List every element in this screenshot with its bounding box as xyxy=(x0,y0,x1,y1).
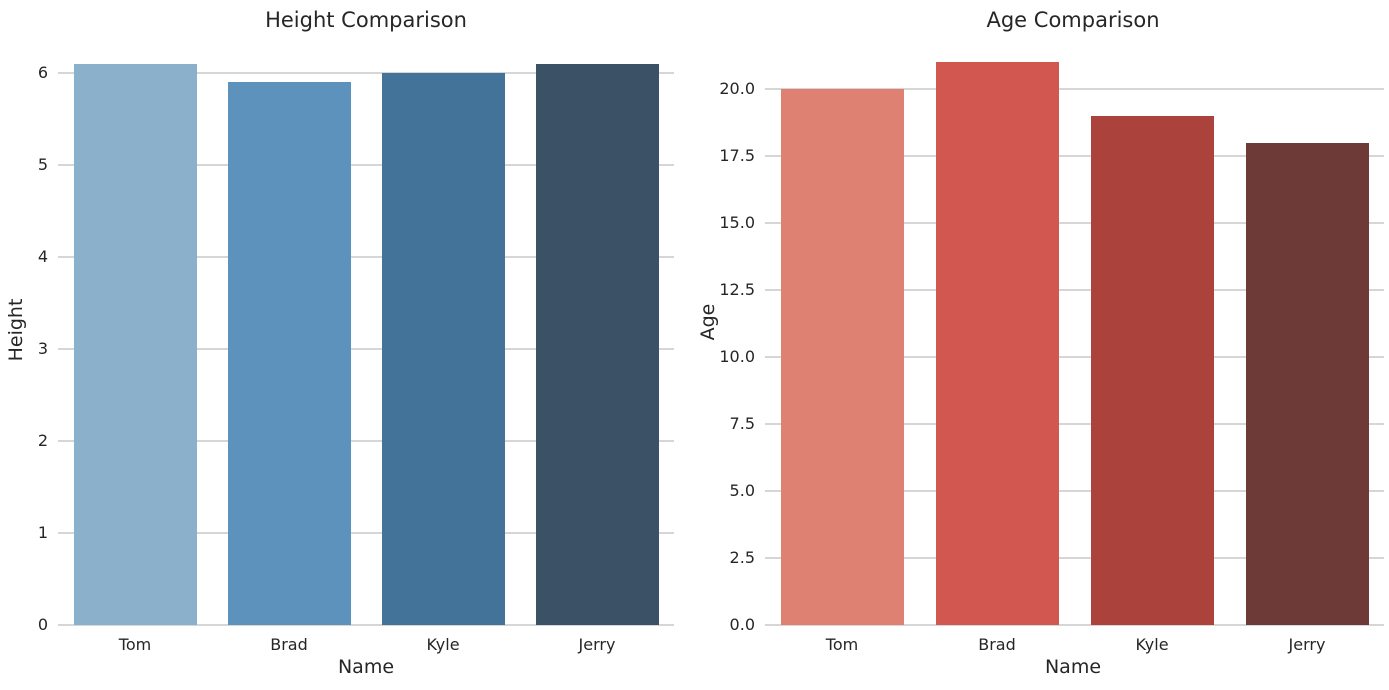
height-ytick-label: 5 xyxy=(37,155,48,175)
height-gridline xyxy=(58,72,674,75)
age-gridline xyxy=(765,624,1384,626)
height-bar-jerry xyxy=(535,64,659,625)
height-gridline xyxy=(58,440,674,443)
age-xtick-label-tom: Tom xyxy=(825,635,859,654)
height-gridline xyxy=(58,532,674,535)
height-ytick-label: 2 xyxy=(37,431,48,451)
age-gridline xyxy=(765,490,1384,492)
age-bar-jerry xyxy=(1245,142,1369,625)
age-xtick-label-brad: Brad xyxy=(978,635,1016,654)
age-gridline xyxy=(765,422,1384,425)
age-bar-tom xyxy=(780,88,904,625)
height-gridline xyxy=(58,624,674,626)
height-gridline xyxy=(58,348,674,351)
age-ytick-label: 17.5 xyxy=(719,145,755,165)
age-ytick-label: 5.0 xyxy=(729,480,755,500)
height-ytick-label: 3 xyxy=(37,339,48,359)
height-ytick-label: 1 xyxy=(37,523,48,543)
age-chart-plot-area xyxy=(765,34,1384,626)
age-ytick-label: 15.0 xyxy=(719,212,755,232)
age-bar-kyle xyxy=(1090,115,1214,625)
age-chart-ylabel: Age xyxy=(697,303,719,341)
age-gridline xyxy=(765,221,1384,224)
height-bar-kyle xyxy=(381,73,505,625)
height-chart-xlabel: Name xyxy=(337,656,395,678)
height-xtick-label-kyle: Kyle xyxy=(426,635,460,654)
age-ytick-label: 12.5 xyxy=(719,279,755,299)
age-ytick-label: 10.0 xyxy=(719,346,755,366)
age-ytick-label: 7.5 xyxy=(729,413,755,433)
age-gridline xyxy=(765,355,1384,358)
height-ytick-label: 6 xyxy=(37,63,48,83)
age-gridline xyxy=(765,154,1384,157)
height-gridline xyxy=(58,164,674,167)
height-bar-brad xyxy=(227,82,351,625)
age-gridline xyxy=(765,87,1384,90)
age-chart-xlabel: Name xyxy=(1044,656,1102,678)
height-ytick-label: 4 xyxy=(37,247,48,267)
height-chart-title: Height Comparison xyxy=(265,8,467,32)
height-xtick-label-jerry: Jerry xyxy=(578,635,616,654)
age-gridline xyxy=(765,288,1384,291)
age-bar-brad xyxy=(935,62,1059,625)
height-xtick-label-brad: Brad xyxy=(270,635,308,654)
age-ytick-label: 20.0 xyxy=(719,78,755,98)
height-xtick-label-tom: Tom xyxy=(118,635,152,654)
height-bar-tom xyxy=(73,64,197,625)
age-ytick-label: 0.0 xyxy=(729,615,755,634)
age-xtick-label-kyle: Kyle xyxy=(1135,635,1169,654)
age-gridline xyxy=(765,557,1384,559)
age-xtick-label-jerry: Jerry xyxy=(1288,635,1326,654)
age-ytick-label: 2.5 xyxy=(729,547,755,567)
height-ytick-label: 0 xyxy=(37,615,48,634)
height-chart-plot-area xyxy=(58,36,674,626)
age-chart-title: Age Comparison xyxy=(986,8,1160,32)
height-gridline xyxy=(58,256,674,259)
